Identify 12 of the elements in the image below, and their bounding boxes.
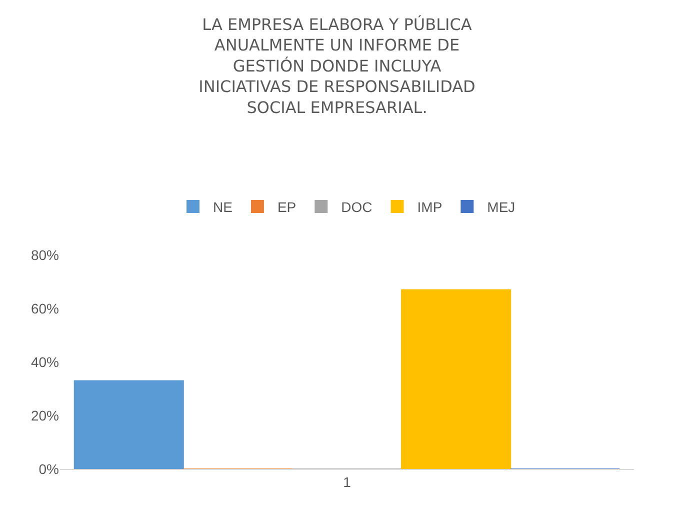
chart-title: LA EMPRESA ELABORA Y PÚBLICA ANUALMENTE UN INFORME DE GESTIÓN DONDE INCLUYA INICIATIVAS DE RESPONSABILIDAD SOCIAL EMPRESARIAL. xyxy=(198,14,476,117)
x-tick-label: 1 xyxy=(343,474,352,490)
legend-label: DOC xyxy=(341,198,372,215)
y-tick-label: 80% xyxy=(30,246,59,263)
y-tick-label: 20% xyxy=(30,407,59,424)
legend-label: NE xyxy=(213,198,232,215)
legend-label: EP xyxy=(277,198,296,215)
y-tick-label: 0% xyxy=(38,460,59,477)
legend-label: IMP xyxy=(417,198,442,215)
y-tick-label: 60% xyxy=(30,300,59,316)
legend-label: MEJ xyxy=(487,198,516,215)
y-tick-label: 40% xyxy=(30,354,59,370)
